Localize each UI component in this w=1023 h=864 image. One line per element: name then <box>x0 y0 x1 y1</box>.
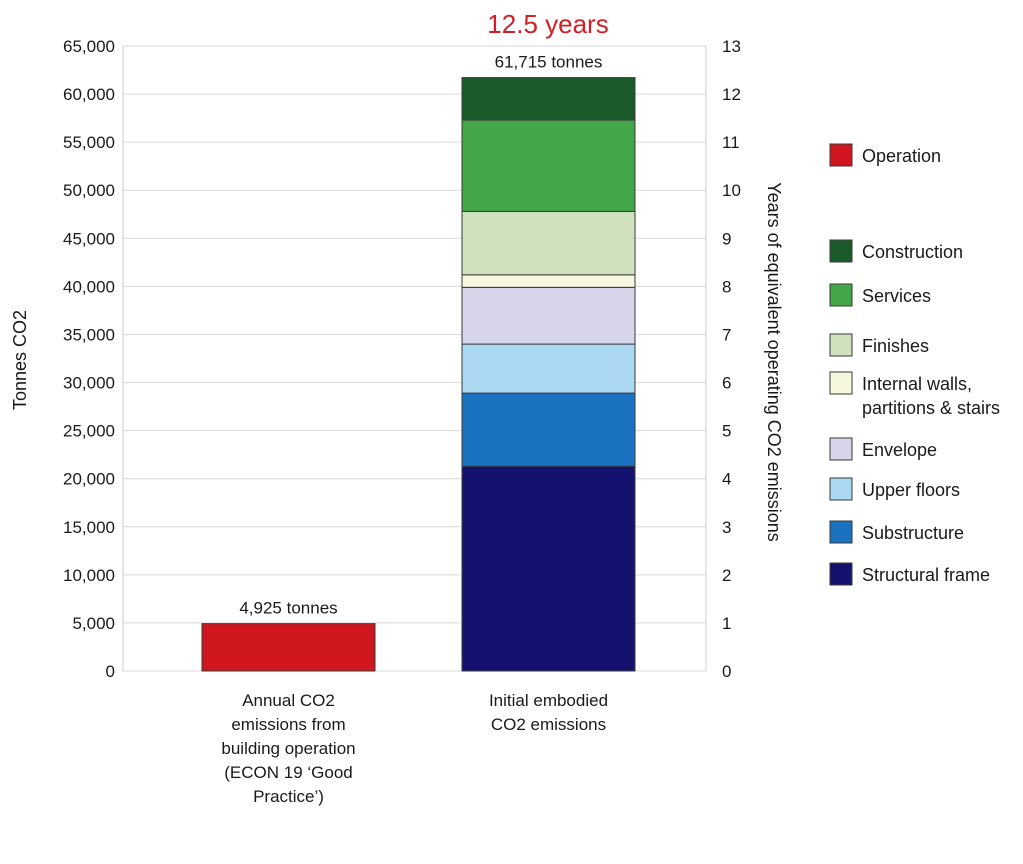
y-tick-label: 45,000 <box>63 229 115 248</box>
legend-label: Operation <box>862 146 941 166</box>
bar-segment <box>461 274 636 288</box>
legend-swatch <box>829 283 853 307</box>
y-right-tick-label: 13 <box>722 37 741 56</box>
bar-segment <box>461 210 636 276</box>
legend-label: Construction <box>862 242 963 262</box>
y-tick-label: 10,000 <box>63 566 115 585</box>
legend-swatch <box>829 562 853 586</box>
x-category-label: Practice’) <box>253 787 324 806</box>
y-tick-label: 50,000 <box>63 181 115 200</box>
legend-swatch <box>829 371 853 395</box>
y-tick-label: 20,000 <box>63 470 115 489</box>
legend-swatch <box>829 477 853 501</box>
x-category-label: Initial embodied <box>489 691 608 710</box>
y-tick-label: 0 <box>106 662 115 681</box>
legend-swatch <box>829 239 853 263</box>
y-right-tick-label: 12 <box>722 85 741 104</box>
y-right-tick-label: 0 <box>722 662 731 681</box>
legend-swatch <box>829 333 853 357</box>
x-category-label: CO2 emissions <box>491 715 606 734</box>
bar-total-label: 4,925 tonnes <box>239 599 337 618</box>
y-right-tick-label: 7 <box>722 325 731 344</box>
y-axis-title: Tonnes CO2 <box>10 310 30 410</box>
bar-labels: 4,925 tonnes 61,715 tonnes <box>239 53 602 618</box>
x-category-label: (ECON 19 ‘Good <box>224 763 353 782</box>
x-category-label: Annual CO2 <box>242 691 335 710</box>
y-right-tick-label: 4 <box>722 470 731 489</box>
y-right-axis-title: Years of equivalent operating CO2 emissi… <box>764 182 784 542</box>
legend-label: Substructure <box>862 523 964 543</box>
y-right-tick-label: 10 <box>722 181 741 200</box>
left-axis: 0 5,000 10,000 15,000 20,000 25,000 30,000 35,0… <box>10 37 124 681</box>
bar-segment <box>461 77 636 121</box>
bar-segment <box>461 286 636 345</box>
y-tick-label: 35,000 <box>63 325 115 344</box>
bars <box>201 77 636 672</box>
legend-label: Envelope <box>862 440 937 460</box>
legend: Operation Construction Services Finishes Int… <box>829 143 1000 586</box>
legend-label: Finishes <box>862 336 929 356</box>
legend-label: Services <box>862 286 931 306</box>
chart-title: 12.5 years <box>487 9 608 39</box>
legend-swatch <box>829 143 853 167</box>
category-labels: Annual CO2 emissions from building operati… <box>221 691 608 806</box>
bar-segment <box>461 343 636 394</box>
legend-label: Internal walls, <box>862 374 972 394</box>
y-right-tick-label: 2 <box>722 566 731 585</box>
y-right-tick-label: 11 <box>722 133 740 152</box>
y-tick-label: 30,000 <box>63 374 115 393</box>
bar-total-label: 61,715 tonnes <box>495 53 603 72</box>
bar-segment <box>461 392 636 467</box>
legend-label: Upper floors <box>862 480 960 500</box>
y-tick-label: 15,000 <box>63 518 115 537</box>
y-right-tick-label: 5 <box>722 422 731 441</box>
x-category-label: building operation <box>221 739 355 758</box>
legend-swatch <box>829 520 853 544</box>
legend-label: partitions & stairs <box>862 398 1000 418</box>
y-tick-label: 5,000 <box>72 614 115 633</box>
bar-segment <box>201 623 376 672</box>
y-tick-label: 65,000 <box>63 37 115 56</box>
legend-swatch <box>829 437 853 461</box>
y-right-tick-label: 6 <box>722 374 731 393</box>
y-tick-label: 55,000 <box>63 133 115 152</box>
y-right-tick-label: 3 <box>722 518 731 537</box>
y-right-tick-label: 1 <box>722 614 731 633</box>
y-tick-label: 60,000 <box>63 85 115 104</box>
y-right-tick-label: 8 <box>722 277 731 296</box>
bar-segment <box>461 119 636 212</box>
x-category-label: emissions from <box>231 715 345 734</box>
y-right-tick-label: 9 <box>722 229 731 248</box>
y-tick-label: 25,000 <box>63 422 115 441</box>
bar-segment <box>461 465 636 672</box>
y-tick-label: 40,000 <box>63 277 115 296</box>
legend-label: Structural frame <box>862 565 990 585</box>
